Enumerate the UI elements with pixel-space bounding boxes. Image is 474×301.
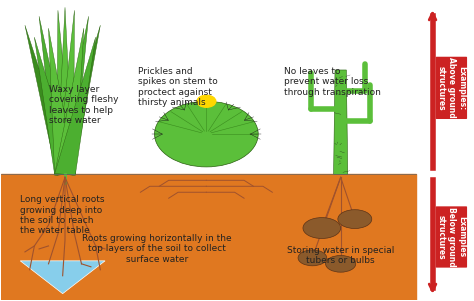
Text: Examples:
Above ground
structures: Examples: Above ground structures: [437, 57, 466, 118]
Text: No leaves to
prevent water loss
through transpiration: No leaves to prevent water loss through …: [284, 67, 381, 97]
Ellipse shape: [338, 210, 372, 228]
Text: Storing water in special
tubers or bulbs: Storing water in special tubers or bulbs: [287, 246, 394, 265]
Text: Examples
Below ground
structures: Examples Below ground structures: [437, 207, 466, 267]
Text: Prickles and
spikes on stem to
proctect against
thirsty animals: Prickles and spikes on stem to proctect …: [138, 67, 218, 107]
Circle shape: [197, 95, 216, 107]
Polygon shape: [55, 28, 84, 175]
Polygon shape: [56, 10, 74, 175]
Polygon shape: [25, 25, 73, 175]
Polygon shape: [20, 261, 105, 294]
Polygon shape: [334, 70, 348, 174]
Bar: [1, 2, 416, 174]
Ellipse shape: [303, 218, 341, 238]
Ellipse shape: [298, 250, 327, 266]
Bar: [1, 174, 416, 299]
Polygon shape: [56, 10, 73, 175]
Polygon shape: [48, 28, 75, 175]
Polygon shape: [56, 16, 89, 175]
Text: Roots growing horizontally in the
top layers of the soil to collect
surface wate: Roots growing horizontally in the top la…: [82, 234, 232, 264]
Polygon shape: [56, 25, 100, 175]
Text: Long vertical roots
growing deep into
the soil to reach
the water table: Long vertical roots growing deep into th…: [20, 195, 105, 235]
Polygon shape: [39, 16, 73, 175]
Polygon shape: [55, 37, 96, 175]
Polygon shape: [56, 7, 73, 174]
Polygon shape: [35, 37, 75, 175]
Text: Waxy layer
covering fleshy
leaves to help
store water: Waxy layer covering fleshy leaves to hel…: [48, 85, 118, 125]
Circle shape: [155, 101, 258, 167]
Ellipse shape: [326, 256, 356, 272]
